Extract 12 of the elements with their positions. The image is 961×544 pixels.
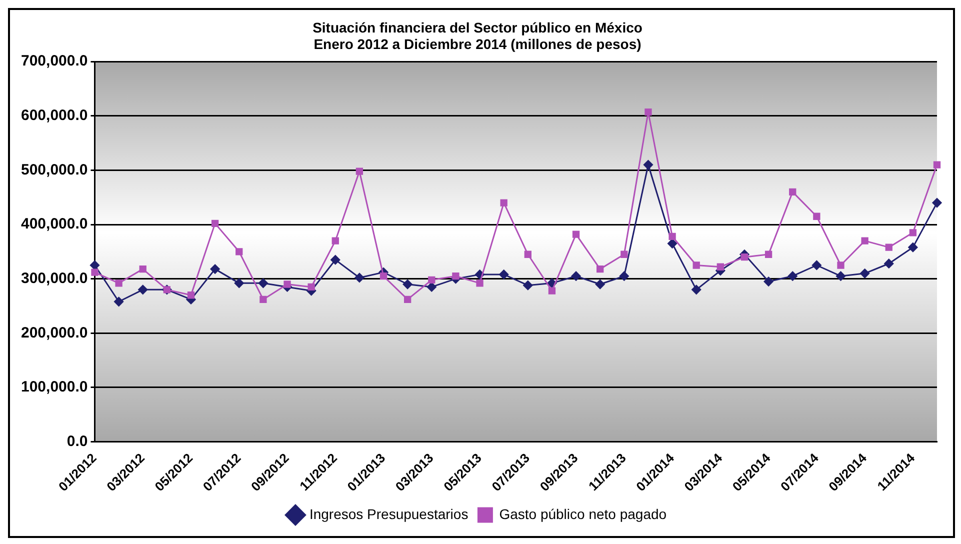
text: Enero 2012 a Diciembre 2014 (millones de pesos): [314, 36, 642, 52]
y-tick-label: 200,000.0: [20, 324, 88, 342]
text: Situación financiera del Sector público en México: [312, 19, 642, 36]
y-tick-label: 0.0: [66, 432, 88, 450]
y-tick-label: 500,000.0: [20, 161, 88, 178]
y-tick-label: 400,000.0: [20, 216, 88, 233]
y-tick-label: 600,000.0: [20, 107, 88, 124]
y-tick-label: 100,000.0: [20, 378, 88, 396]
y-tick-label: 300,000.0: [20, 270, 88, 287]
legend-label: Gasto público neto pagado: [499, 506, 667, 522]
y-tick-label: 700,000.0: [20, 52, 88, 70]
legend-label: Ingresos Presupuestarios: [309, 506, 468, 522]
